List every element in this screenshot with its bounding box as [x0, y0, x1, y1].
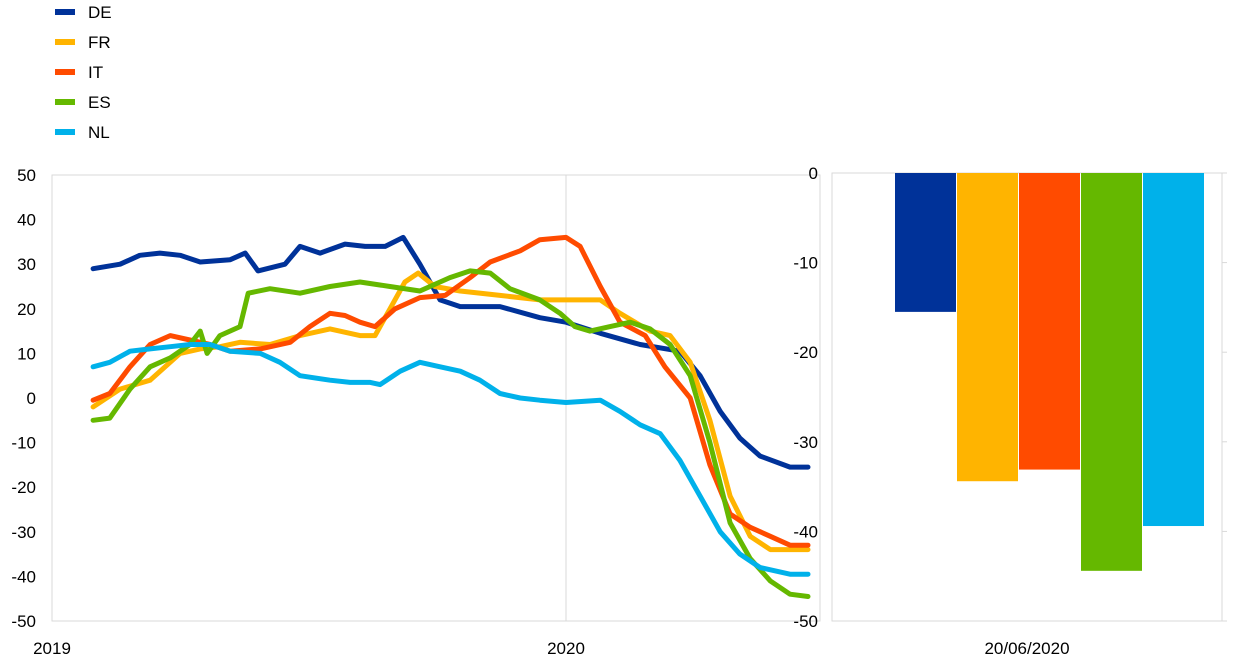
x-tick-label: 2020 — [547, 639, 585, 658]
bar-y-tick-label: -40 — [793, 522, 818, 541]
y-tick-label: -40 — [11, 567, 36, 586]
bar-y-tick-label: -30 — [793, 433, 818, 452]
bar-y-tick-label: -20 — [793, 343, 818, 362]
legend-label-it: IT — [88, 63, 103, 82]
legend-label-nl: NL — [88, 123, 110, 142]
y-tick-label: 10 — [17, 344, 36, 363]
legend-swatch-fr — [55, 39, 75, 45]
y-tick-label: 0 — [27, 389, 36, 408]
plot-area-border — [51, 174, 821, 622]
y-tick-label: -30 — [11, 523, 36, 542]
legend-swatch-de — [55, 9, 75, 15]
bar-chart: 0 -10 -20 -30 -40 -50 20/06/2020 — [793, 164, 1227, 658]
bar-nl — [1143, 173, 1204, 527]
bar-it — [1019, 173, 1080, 470]
bar-y-tick-label: -10 — [793, 254, 818, 273]
legend-label-es: ES — [88, 93, 111, 112]
y-tick-label: -50 — [11, 612, 36, 631]
bar-fr — [957, 173, 1018, 482]
legend: DE FR IT ES NL — [55, 3, 112, 142]
bar-x-label: 20/06/2020 — [984, 639, 1069, 658]
bar-es — [1081, 173, 1142, 571]
series-line-de — [90, 234, 811, 470]
y-tick-label: 30 — [17, 255, 36, 274]
y-tick-label: -10 — [11, 434, 36, 453]
y-tick-label: 50 — [17, 166, 36, 185]
line-chart: 2019 2020 50 40 30 20 10 0 -10 -20 -30 -40 -50 — [11, 166, 821, 658]
series-line-nl — [90, 342, 811, 577]
legend-label-de: DE — [88, 3, 112, 22]
y-tick-label: 40 — [17, 211, 36, 230]
legend-label-fr: FR — [88, 33, 111, 52]
bar-de — [895, 173, 956, 312]
legend-swatch-it — [55, 69, 75, 75]
bar-y-tick-label: 0 — [809, 164, 818, 183]
y-tick-label: -20 — [11, 478, 36, 497]
series-line-es — [90, 268, 811, 599]
x-tick-label: 2019 — [33, 639, 71, 658]
legend-swatch-es — [55, 99, 75, 105]
bar-y-tick-label: -50 — [793, 612, 818, 631]
legend-swatch-nl — [55, 129, 75, 135]
y-tick-label: 20 — [17, 300, 36, 319]
